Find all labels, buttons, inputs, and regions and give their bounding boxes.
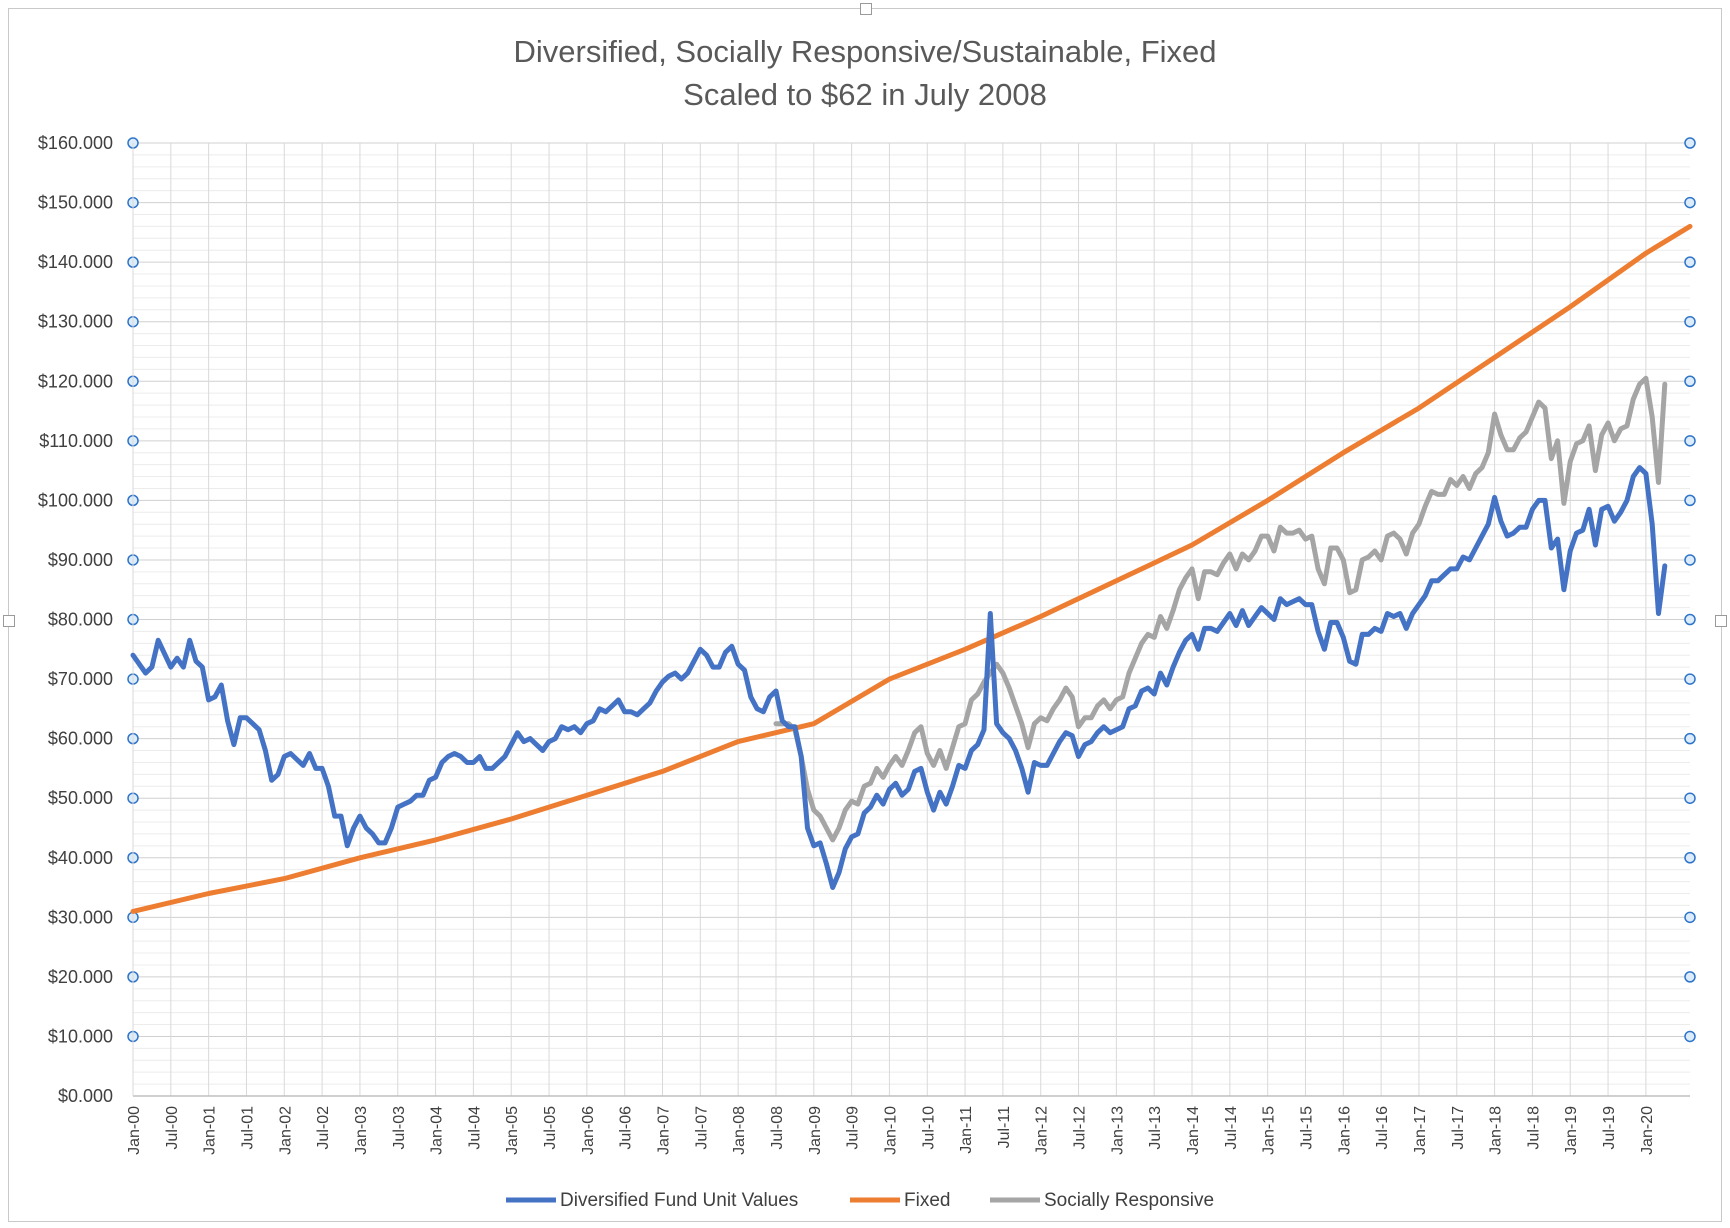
y-tick-label: $50.000 [48, 788, 113, 808]
legend-label: Diversified Fund Unit Values [560, 1190, 798, 1211]
x-tick-label: Jul-01 [239, 1106, 256, 1150]
x-tick-label: Jan-08 [731, 1106, 748, 1155]
chart-title-line1: Diversified, Socially Responsive/Sustain… [513, 34, 1217, 69]
x-tick-label: Jan-18 [1488, 1106, 1505, 1155]
x-tick-label: Jul-03 [391, 1106, 408, 1150]
x-tick-label: Jul-13 [1147, 1106, 1164, 1150]
y-tick-label: $80.000 [48, 610, 113, 630]
y-tick-label: $160.000 [38, 133, 113, 153]
y-axis-marker-right [1684, 732, 1696, 745]
x-tick-label: Jul-02 [315, 1106, 332, 1150]
y-tick-label: $110.000 [39, 431, 113, 451]
y-tick-label: $100.000 [38, 490, 113, 510]
y-axis-marker-right [1684, 1030, 1696, 1043]
resize-handle-left[interactable] [3, 615, 15, 627]
resize-handle-top[interactable] [860, 3, 872, 15]
x-tick-label: Jan-04 [429, 1106, 446, 1155]
x-tick-label: Jul-16 [1374, 1106, 1391, 1150]
x-tick-label: Jan-13 [1109, 1106, 1126, 1155]
x-tick-label: Jul-12 [1072, 1106, 1089, 1150]
y-axis-marker-right [1684, 315, 1696, 328]
x-tick-label: Jul-17 [1450, 1106, 1467, 1150]
x-tick-label: Jul-09 [845, 1106, 862, 1150]
y-tick-label: $10.000 [48, 1026, 113, 1046]
y-tick-label: $150.000 [38, 193, 113, 213]
y-axis-marker-right [1684, 494, 1696, 507]
y-axis-marker-right [1684, 435, 1696, 447]
resize-handle-right[interactable] [1715, 615, 1727, 627]
x-tick-label: Jan-00 [126, 1106, 143, 1155]
y-tick-label: $60.000 [48, 729, 113, 749]
x-tick-label: Jan-02 [277, 1106, 294, 1155]
x-tick-label: Jan-05 [504, 1106, 521, 1155]
y-tick-label: $130.000 [38, 312, 113, 332]
y-tick-label: $40.000 [48, 848, 113, 868]
x-tick-label: Jan-11 [958, 1106, 975, 1154]
x-tick-label: Jul-07 [693, 1106, 710, 1150]
x-tick-label: Jul-06 [618, 1106, 635, 1150]
y-axis-marker-right [1684, 613, 1696, 626]
legend-label: Socially Responsive [1044, 1190, 1214, 1211]
chart-title: Diversified, Socially Responsive/Sustain… [0, 30, 1730, 116]
y-tick-label: $20.000 [48, 967, 113, 987]
y-tick-label: $0.000 [58, 1086, 113, 1106]
y-axis-marker-right [1684, 137, 1696, 149]
legend-label: Fixed [904, 1190, 950, 1211]
x-tick-label: Jul-10 [920, 1106, 937, 1150]
x-tick-label: Jan-01 [202, 1106, 219, 1155]
x-tick-label: Jan-15 [1261, 1106, 1278, 1155]
y-axis-marker-right [1684, 196, 1696, 209]
x-tick-label: Jan-16 [1336, 1106, 1353, 1155]
y-tick-label: $90.000 [48, 550, 113, 570]
y-axis-marker-right [1684, 971, 1696, 983]
y-tick-label: $30.000 [48, 907, 113, 927]
y-axis-marker-right [1684, 375, 1696, 387]
y-axis-marker-right [1684, 792, 1696, 804]
x-tick-label: Jul-11 [996, 1106, 1013, 1148]
x-tick-label: Jan-06 [580, 1106, 597, 1155]
x-tick-label: Jul-15 [1298, 1106, 1315, 1150]
series-line-fixed [130, 223, 1693, 914]
x-tick-label: Jan-14 [1185, 1106, 1202, 1155]
y-axis-marker-right [1684, 673, 1696, 685]
x-tick-label: Jul-08 [769, 1106, 786, 1150]
x-tick-label: Jul-04 [466, 1106, 483, 1150]
x-tick-label: Jan-17 [1412, 1106, 1429, 1155]
chart-title-line2: Scaled to $62 in July 2008 [683, 77, 1047, 112]
y-tick-label: $70.000 [48, 669, 113, 689]
x-tick-label: Jul-00 [164, 1106, 181, 1150]
y-tick-label: $120.000 [38, 371, 113, 391]
y-tick-label: $140.000 [38, 252, 113, 272]
y-axis-marker-right [1684, 554, 1696, 566]
x-tick-label: Jan-03 [353, 1106, 370, 1155]
y-axis-marker-right [1684, 256, 1696, 268]
x-tick-label: Jan-10 [882, 1106, 899, 1155]
y-axis-marker-right [1684, 911, 1696, 924]
y-axis-marker-right [1684, 852, 1696, 864]
x-tick-label: Jan-12 [1034, 1106, 1051, 1155]
series-line-socially-responsive [773, 375, 1668, 843]
x-tick-label: Jan-19 [1563, 1106, 1580, 1155]
chart-frame [8, 8, 1722, 1222]
series-line-diversified-fund-unit-values [130, 465, 1668, 890]
x-tick-label: Jul-05 [542, 1106, 559, 1150]
x-tick-label: Jul-19 [1601, 1106, 1618, 1150]
x-tick-label: Jul-18 [1525, 1106, 1542, 1150]
x-tick-label: Jan-09 [807, 1106, 824, 1155]
x-tick-label: Jan-07 [656, 1106, 673, 1155]
x-tick-label: Jul-14 [1223, 1106, 1240, 1150]
x-tick-label: Jan-20 [1639, 1106, 1656, 1155]
